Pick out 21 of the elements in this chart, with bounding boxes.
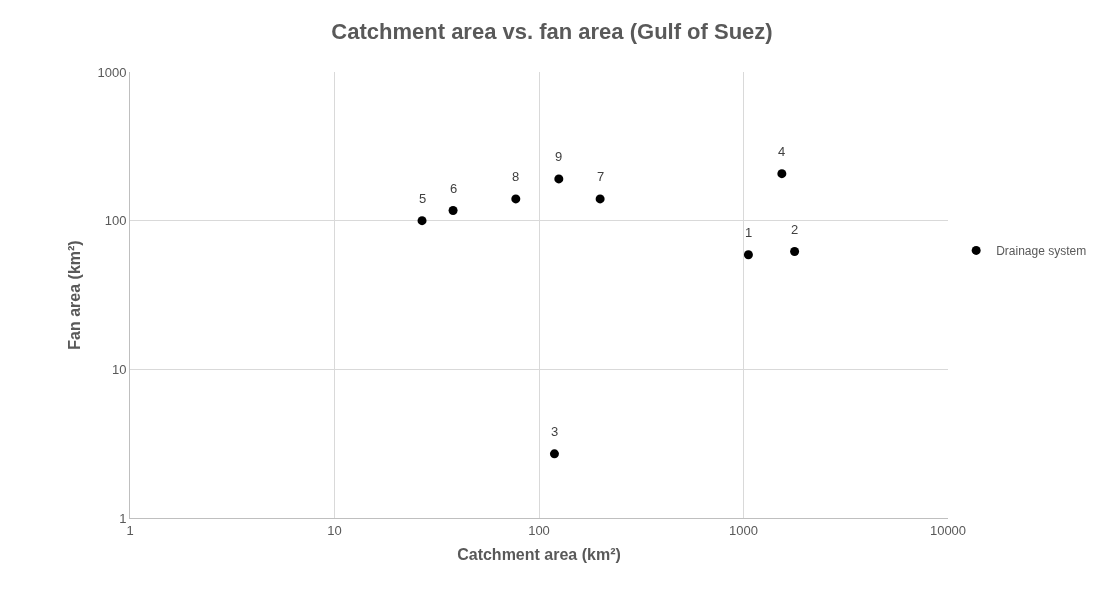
chart-title: Catchment area vs. fan area (Gulf of Suez) [331, 19, 773, 44]
annotation: 8 [512, 169, 520, 184]
annotation: 5 [419, 191, 427, 206]
annotation: 3 [551, 424, 559, 439]
annotation: 4 [778, 144, 786, 159]
x-tick-label: 1000 [729, 522, 758, 538]
legend-label: Drainage system [996, 244, 1087, 259]
annotation: 2 [791, 222, 799, 237]
x-axis-title: Catchment area (km²) [457, 546, 621, 564]
y-tick-label: 1000 [97, 64, 127, 80]
annotation: 6 [450, 181, 458, 196]
x-tick-label: 100 [528, 522, 550, 538]
annotation: 9 [555, 149, 563, 164]
x-tick-label: 10000 [929, 522, 967, 538]
y-tick-label: 100 [104, 213, 127, 229]
y-axis-title: Fan area (km²) [66, 240, 84, 350]
annotation: 1 [745, 225, 753, 240]
y-tick-label: 10 [111, 361, 127, 377]
x-tick-label: 10 [327, 522, 342, 538]
annotation: 7 [597, 169, 605, 184]
y-tick-label: 1 [119, 510, 127, 526]
